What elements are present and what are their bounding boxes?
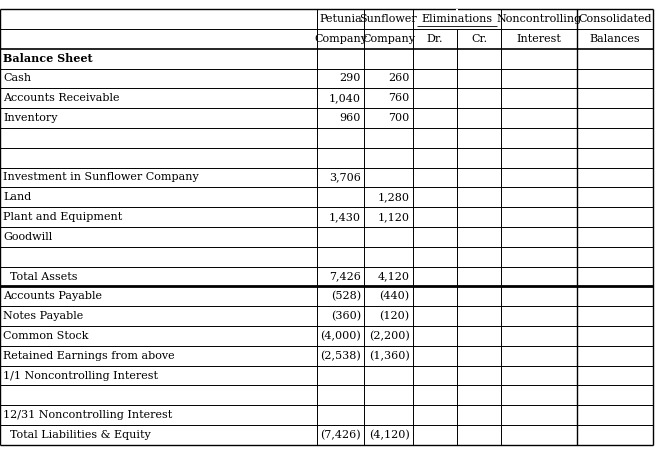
- Text: Accounts Receivable: Accounts Receivable: [3, 93, 119, 103]
- Text: 760: 760: [388, 93, 409, 103]
- Text: (440): (440): [379, 291, 409, 301]
- Text: (4,120): (4,120): [369, 430, 409, 440]
- Text: Inventory: Inventory: [3, 113, 58, 123]
- Text: Balance Sheet: Balance Sheet: [3, 53, 93, 64]
- Text: Consolidated: Consolidated: [578, 14, 652, 24]
- Text: (120): (120): [379, 311, 409, 321]
- Text: Total Assets: Total Assets: [3, 271, 78, 281]
- Text: 12/31 Noncontrolling Interest: 12/31 Noncontrolling Interest: [3, 410, 172, 420]
- Text: Interest: Interest: [517, 34, 562, 44]
- Text: Cash: Cash: [3, 74, 32, 84]
- Text: 7,426: 7,426: [329, 271, 361, 281]
- Text: Cr.: Cr.: [471, 34, 487, 44]
- Text: (2,200): (2,200): [369, 331, 409, 341]
- Text: (1,360): (1,360): [369, 350, 409, 361]
- Text: (528): (528): [331, 291, 361, 301]
- Text: (360): (360): [331, 311, 361, 321]
- Text: 1,120: 1,120: [378, 212, 409, 222]
- Text: Investment in Sunflower Company: Investment in Sunflower Company: [3, 173, 199, 183]
- Text: Retained Earnings from above: Retained Earnings from above: [3, 351, 175, 361]
- Text: Company: Company: [362, 34, 415, 44]
- Text: Total Liabilities & Equity: Total Liabilities & Equity: [3, 430, 151, 440]
- Text: Eliminations: Eliminations: [422, 14, 492, 24]
- Text: (7,426): (7,426): [321, 430, 361, 440]
- Text: Dr.: Dr.: [426, 34, 443, 44]
- Text: 260: 260: [388, 74, 409, 84]
- Text: 1/1 Noncontrolling Interest: 1/1 Noncontrolling Interest: [3, 370, 158, 380]
- Text: 290: 290: [340, 74, 361, 84]
- Text: 1,040: 1,040: [329, 93, 361, 103]
- Text: 1,280: 1,280: [378, 192, 409, 202]
- Text: Sunflower: Sunflower: [360, 14, 417, 24]
- Text: (4,000): (4,000): [320, 331, 361, 341]
- Text: Common Stock: Common Stock: [3, 331, 88, 341]
- Text: Company: Company: [314, 34, 367, 44]
- Text: 4,120: 4,120: [378, 271, 409, 281]
- Text: Noncontrolling: Noncontrolling: [497, 14, 582, 24]
- Text: Accounts Payable: Accounts Payable: [3, 291, 102, 301]
- Text: Notes Payable: Notes Payable: [3, 311, 84, 321]
- Text: Plant and Equipment: Plant and Equipment: [3, 212, 123, 222]
- Text: Goodwill: Goodwill: [3, 232, 53, 242]
- Text: Land: Land: [3, 192, 32, 202]
- Text: Balances: Balances: [590, 34, 640, 44]
- Text: 3,706: 3,706: [329, 173, 361, 183]
- Text: Petunia: Petunia: [319, 14, 362, 24]
- Text: 1,430: 1,430: [329, 212, 361, 222]
- Text: 960: 960: [340, 113, 361, 123]
- Text: 700: 700: [388, 113, 409, 123]
- Text: (2,538): (2,538): [320, 350, 361, 361]
